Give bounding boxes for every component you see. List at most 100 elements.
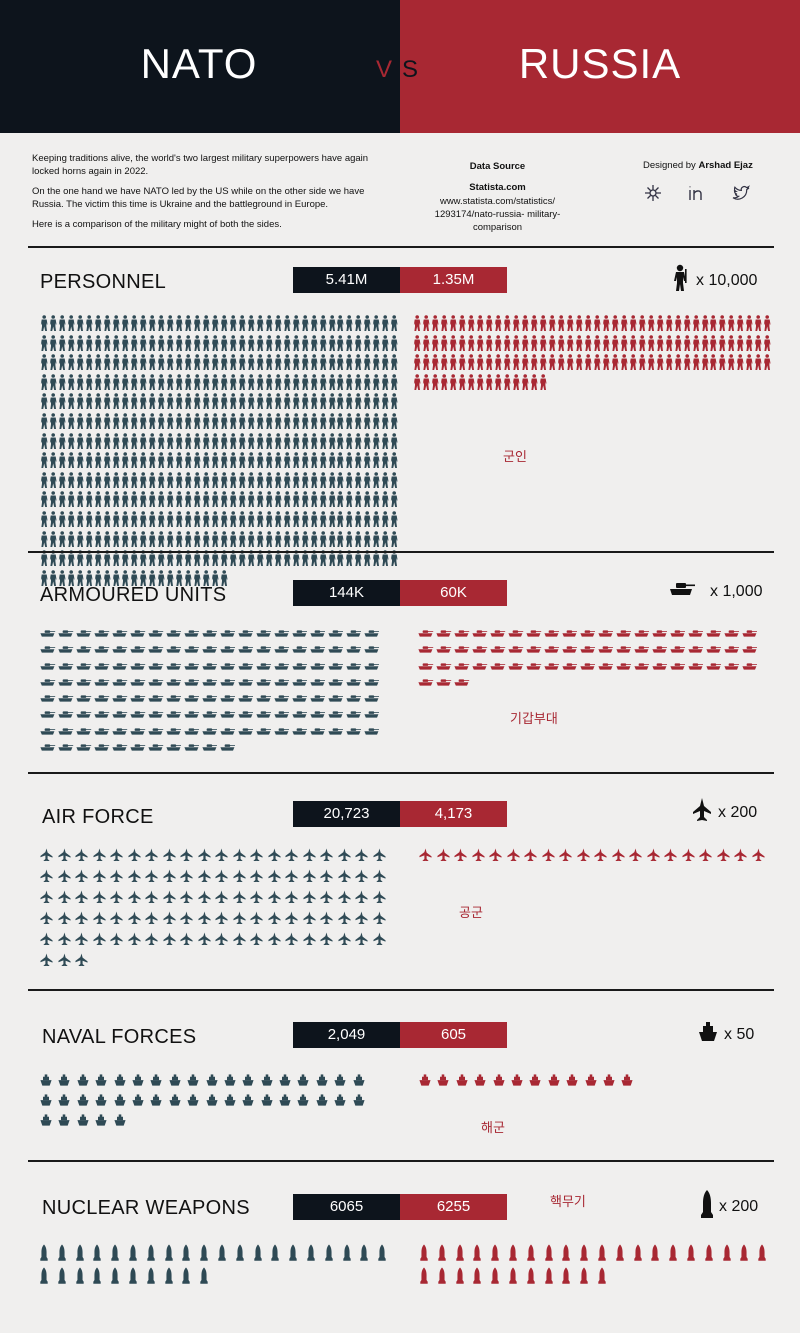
tank-icon: [94, 744, 110, 751]
soldier-icon: [121, 393, 129, 410]
ship-icon: [58, 1074, 70, 1086]
nato-value: 20,723: [293, 801, 400, 827]
soldier-icon: [202, 393, 210, 410]
tank-icon: [40, 630, 56, 637]
missile-icon: [420, 1244, 428, 1261]
jet-icon: [302, 890, 316, 903]
soldier-icon: [611, 334, 619, 351]
tank-icon: [238, 728, 254, 735]
jet-icon: [699, 848, 712, 861]
soldier-icon: [175, 334, 183, 351]
soldier-icon: [40, 471, 48, 488]
soldier-icon: [274, 373, 282, 390]
unit-legend: x 10,000: [672, 264, 757, 297]
soldier-icon: [184, 511, 192, 527]
soldier-icon: [364, 452, 371, 469]
data-source-url[interactable]: www.statista.com/statistics/ 1293174/nat…: [434, 196, 561, 233]
jet-icon: [162, 932, 176, 945]
soldier-icon: [238, 334, 246, 351]
tank-icon: [220, 679, 236, 686]
jet-icon: [127, 890, 141, 903]
soldier-icon: [355, 393, 362, 410]
missile-icon: [544, 1267, 553, 1284]
twitter-icon[interactable]: [731, 183, 751, 203]
soldier-icon: [310, 373, 318, 390]
soldier-icon: [265, 373, 273, 390]
data-source-name[interactable]: Statista.com: [469, 182, 526, 193]
soldier-icon: [337, 373, 344, 390]
soldier-icon: [373, 334, 380, 351]
missile-icon: [129, 1267, 137, 1284]
soldier-icon: [292, 491, 300, 508]
missile-icon: [491, 1244, 499, 1261]
soldier-icon: [49, 452, 57, 469]
soldier-icon: [184, 491, 192, 508]
tank-icon: [112, 679, 128, 686]
soldier-icon: [130, 393, 138, 410]
jet-icon: [559, 848, 572, 861]
ship-icon: [95, 1094, 107, 1106]
social-links: [643, 183, 751, 203]
soldier-icon: [40, 452, 48, 469]
tank-icon: [184, 695, 200, 702]
soldier-icon: [346, 471, 353, 488]
comparison-bar: 5.41M 1.35M: [293, 267, 507, 293]
soldier-icon: [647, 334, 655, 351]
tank-icon: [310, 630, 325, 637]
tank-icon: [328, 695, 343, 702]
tank-icon: [706, 646, 721, 653]
tank-icon: [130, 679, 146, 686]
header: NATO RUSSIA V S: [0, 0, 800, 133]
soldier-icon: [476, 315, 484, 331]
soldier-icon: [292, 471, 300, 488]
divider: [28, 1160, 774, 1162]
missile-icon: [164, 1244, 173, 1261]
soldier-icon: [274, 334, 282, 351]
soldier-icon: [391, 334, 398, 351]
dribbble-icon[interactable]: [643, 183, 663, 203]
soldier-icon: [319, 471, 327, 488]
missile-icon: [93, 1244, 102, 1261]
nato-icon-grid: [40, 1074, 371, 1134]
soldier-icon: [656, 315, 664, 331]
tank-icon: [256, 728, 271, 735]
soldier-icon: [238, 432, 246, 449]
soldier-icon: [391, 530, 398, 547]
tank-icon: [436, 662, 452, 670]
soldier-icon: [184, 315, 192, 331]
tank-icon: [220, 711, 236, 719]
tank-icon: [130, 646, 146, 653]
soldier-icon: [85, 511, 93, 527]
soldier-icon: [193, 569, 201, 586]
soldier-icon: [40, 569, 48, 586]
missile-icon: [420, 1267, 428, 1284]
tank-icon: [346, 695, 361, 702]
russia-title: RUSSIA: [518, 40, 682, 87]
jet-icon: [162, 869, 176, 882]
soldier-icon: [575, 354, 583, 371]
soldier-icon: [310, 413, 318, 429]
soldier-icon: [364, 471, 371, 488]
soldier-icon: [539, 373, 547, 390]
linkedin-icon[interactable]: [687, 183, 707, 203]
missile-icon: [289, 1244, 297, 1261]
jet-icon: [145, 890, 158, 903]
soldier-icon: [148, 530, 156, 547]
ship-icon: [95, 1114, 107, 1126]
soldier-icon: [728, 354, 735, 371]
soldier-icon: [247, 354, 255, 371]
soldier-icon: [94, 432, 102, 449]
soldier-icon: [85, 491, 93, 508]
soldier-icon: [746, 334, 753, 351]
jet-icon: [180, 890, 193, 903]
soldier-icon: [184, 354, 192, 371]
soldier-icon: [346, 432, 353, 449]
jet-icon: [145, 869, 158, 882]
soldier-icon: [337, 511, 344, 527]
soldier-icon: [364, 413, 371, 429]
soldier-icon: [175, 393, 183, 410]
jet-icon: [302, 911, 316, 924]
soldier-icon: [755, 315, 762, 331]
ship-icon: [40, 1074, 52, 1086]
soldier-icon: [672, 264, 690, 297]
